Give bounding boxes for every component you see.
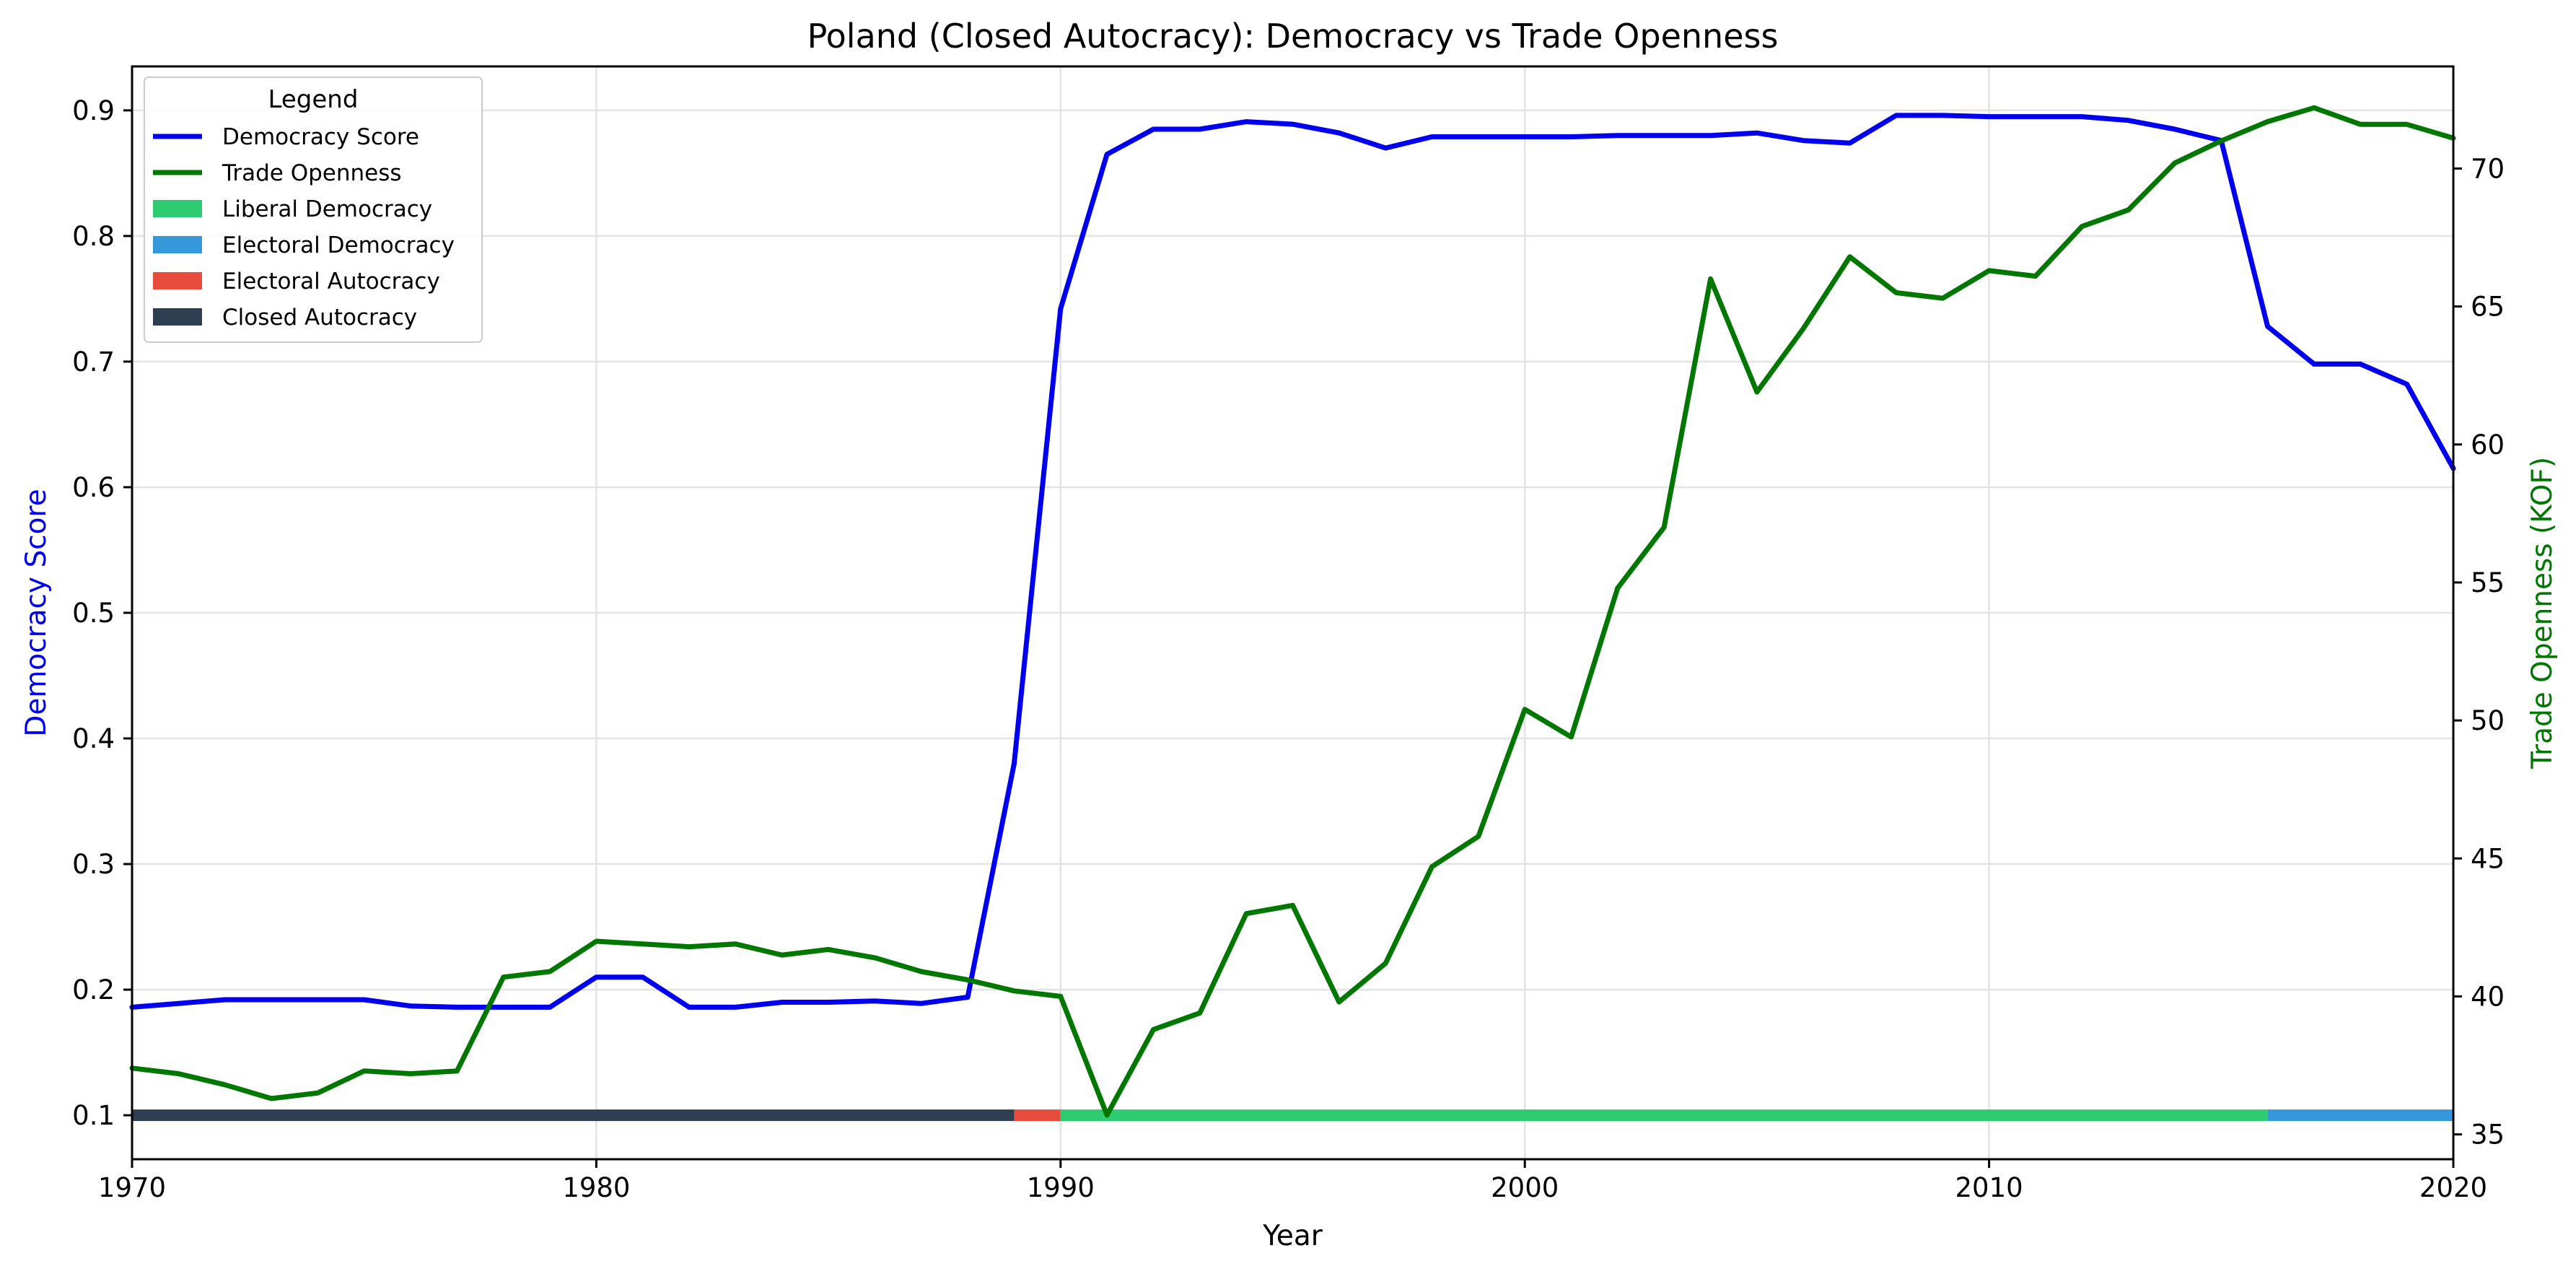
y2-axis-ticks: 35 40 45 50 55 60 65 70 xyxy=(2453,153,2505,1151)
legend-entry-label: Electoral Democracy xyxy=(222,232,455,258)
y-tick-label: 0.8 xyxy=(72,221,115,252)
legend-box xyxy=(144,77,483,343)
series-line xyxy=(129,105,2456,1118)
y-tick-label: 0.2 xyxy=(72,974,115,1005)
y-tick-label: 0.6 xyxy=(72,472,115,503)
y2-tick-label: 45 xyxy=(2471,843,2505,874)
legend: Legend Democracy Score Trade Openness Libe… xyxy=(144,77,483,343)
legend-entry-label: Democracy Score xyxy=(222,124,419,150)
y2-tick-label: 70 xyxy=(2471,153,2505,184)
y2-tick-label: 60 xyxy=(2471,429,2505,461)
series-line xyxy=(129,113,2456,1010)
y2-tick-label: 65 xyxy=(2471,292,2505,323)
y-tick-label: 0.7 xyxy=(72,346,115,378)
regime-band xyxy=(2267,1109,2453,1122)
y-tick-label: 0.1 xyxy=(72,1100,115,1131)
legend-swatch xyxy=(153,200,202,217)
legend-swatch xyxy=(153,272,202,289)
chart-title: Poland (Closed Autocracy): Democracy vs … xyxy=(807,17,1779,56)
x-tick-label: 2010 xyxy=(1955,1172,2023,1203)
x-axis-label: Year xyxy=(1262,1220,1323,1252)
y-tick-label: 0.3 xyxy=(72,849,115,880)
y2-axis-label: Trade Openness (KOF) xyxy=(2526,457,2559,769)
legend-entry-label: Liberal Democracy xyxy=(222,196,432,222)
legend-swatch xyxy=(153,236,202,253)
legend-swatch xyxy=(153,308,202,326)
grid xyxy=(131,66,2455,1159)
x-axis-ticks: 1970 1980 1990 2000 2010 2020 xyxy=(98,1159,2487,1203)
y-tick-label: 0.9 xyxy=(72,95,115,126)
x-tick-label: 1980 xyxy=(562,1172,630,1203)
legend-entry-label: Trade Openness xyxy=(222,160,402,186)
x-tick-label: 1990 xyxy=(1027,1172,1095,1203)
y2-tick-label: 55 xyxy=(2471,567,2505,598)
legend-title: Legend xyxy=(268,85,359,114)
regime-band xyxy=(1014,1109,1061,1122)
x-tick-label: 2000 xyxy=(1491,1172,1559,1203)
regime-band xyxy=(132,1109,1015,1122)
regime-band xyxy=(1060,1109,2268,1122)
legend-entry-label: Closed Autocracy xyxy=(222,305,417,331)
y2-tick-label: 35 xyxy=(2471,1120,2505,1151)
series-lines xyxy=(129,105,2456,1118)
legend-entry-label: Electoral Autocracy xyxy=(222,269,440,294)
x-tick-label: 1970 xyxy=(98,1172,166,1203)
y2-tick-label: 50 xyxy=(2471,705,2505,736)
y-axis-ticks: 0.1 0.2 0.3 0.4 0.5 0.6 0.7 0.8 0.9 xyxy=(72,95,132,1131)
y-tick-label: 0.4 xyxy=(72,723,115,754)
y2-tick-label: 40 xyxy=(2471,981,2505,1012)
y-axis-label: Democracy Score xyxy=(20,489,53,736)
regime-bands xyxy=(132,1109,2453,1122)
x-tick-label: 2020 xyxy=(2419,1172,2487,1203)
y-tick-label: 0.5 xyxy=(72,598,115,629)
